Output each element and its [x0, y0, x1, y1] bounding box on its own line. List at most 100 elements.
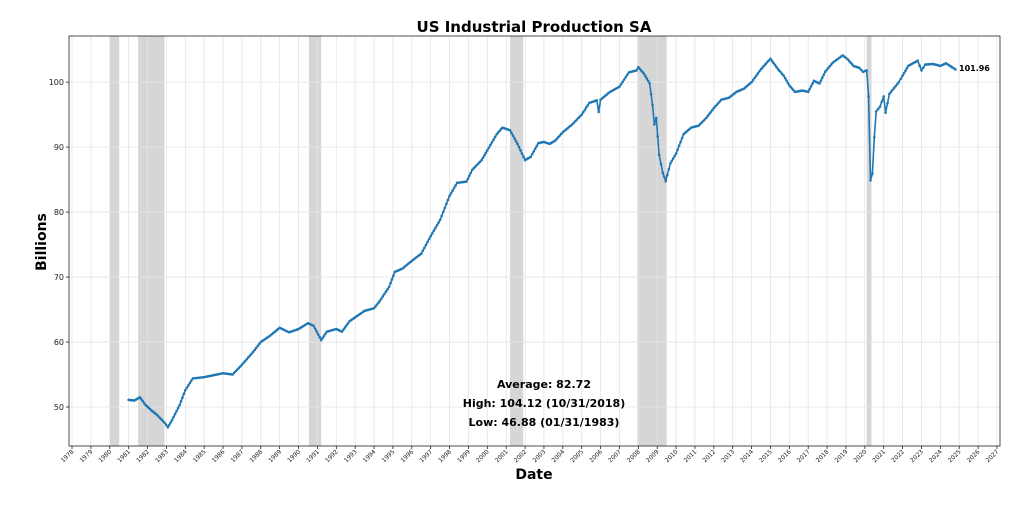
data-point	[448, 194, 451, 198]
data-point	[581, 110, 585, 114]
data-point	[381, 295, 385, 298]
data-point	[642, 72, 646, 75]
data-point	[882, 95, 886, 98]
data-point	[313, 327, 317, 330]
data-point	[874, 110, 878, 113]
data-point	[759, 67, 763, 71]
data-point	[555, 137, 559, 141]
data-point	[717, 101, 720, 105]
data-point	[618, 85, 621, 88]
data-point	[245, 357, 249, 361]
x-tick-label: 2011	[683, 448, 699, 464]
data-point	[530, 152, 534, 156]
data-point	[188, 381, 192, 385]
x-axis-label: Date	[515, 467, 552, 483]
data-point	[235, 368, 239, 371]
data-point	[711, 108, 714, 112]
data-point	[520, 152, 524, 155]
data-point	[167, 423, 171, 427]
low-annotation: Low: 46.88 (01/31/1983)	[469, 416, 620, 429]
average-annotation: Average: 82.72	[497, 378, 591, 391]
last-value-label: 101.96	[959, 64, 990, 73]
data-point	[469, 171, 473, 175]
data-point	[764, 62, 767, 66]
x-tick-label: 1992	[324, 448, 340, 464]
data-point	[649, 92, 653, 96]
data-point	[340, 330, 344, 333]
data-point	[343, 326, 347, 329]
recession-band	[866, 36, 872, 446]
data-point	[517, 145, 521, 149]
data-point	[661, 171, 665, 175]
data-point	[423, 246, 426, 250]
data-point	[511, 134, 515, 137]
data-point	[677, 144, 681, 148]
data-point	[755, 74, 758, 77]
data-point	[676, 148, 679, 152]
x-tick-label: 2014	[739, 448, 755, 464]
data-point	[653, 123, 656, 126]
data-point	[316, 333, 320, 336]
data-point	[424, 243, 428, 247]
data-point	[872, 136, 876, 139]
x-tick-label: 2003	[532, 448, 548, 464]
x-tick-label: 1998	[437, 448, 453, 464]
data-point	[176, 406, 180, 410]
data-point	[706, 114, 710, 118]
data-point	[240, 363, 244, 367]
data-point	[651, 103, 654, 107]
data-point	[318, 335, 321, 339]
data-point	[715, 103, 719, 107]
data-point	[138, 395, 142, 399]
data-point	[553, 139, 557, 142]
data-point	[239, 365, 242, 368]
data-point	[654, 116, 658, 120]
data-point	[619, 82, 623, 86]
x-tick-label: 2020	[853, 448, 869, 464]
data-point	[753, 76, 757, 80]
x-tick-label: 2024	[928, 448, 944, 464]
high-annotation: High: 104.12 (10/31/2018)	[463, 397, 626, 410]
data-point	[237, 366, 241, 370]
data-point	[574, 119, 577, 123]
data-point	[622, 78, 626, 81]
x-tick-label: 2012	[701, 448, 717, 464]
x-tick-label: 1997	[418, 448, 434, 464]
x-tick-label: 1989	[267, 448, 283, 464]
data-point	[865, 69, 869, 72]
data-point	[492, 138, 495, 141]
data-point	[954, 68, 957, 71]
data-point	[321, 336, 324, 340]
chart-title: US Industrial Production SA	[417, 18, 652, 36]
data-point	[826, 66, 830, 70]
data-point	[231, 373, 234, 376]
data-point	[648, 82, 651, 85]
data-point	[378, 299, 382, 303]
data-point	[142, 401, 146, 405]
data-point	[487, 146, 491, 149]
data-point	[580, 113, 583, 116]
data-point	[806, 90, 810, 94]
x-tick-label: 2017	[796, 448, 812, 464]
data-point	[390, 278, 394, 281]
data-point	[179, 400, 183, 403]
x-tick-label: 2004	[550, 448, 566, 464]
data-point	[822, 73, 826, 76]
y-tick-label: 80	[54, 208, 64, 217]
data-point	[644, 74, 647, 78]
data-point	[828, 64, 832, 68]
x-tick-label: 2021	[871, 448, 887, 464]
data-point	[712, 106, 716, 110]
data-point	[170, 418, 174, 422]
data-point	[256, 344, 260, 348]
data-point	[897, 80, 901, 84]
x-tick-label: 1987	[230, 448, 246, 464]
data-point	[876, 107, 880, 111]
data-point	[254, 346, 258, 350]
data-point	[901, 74, 904, 77]
data-point	[315, 330, 318, 333]
x-tick-label: 1985	[192, 448, 208, 464]
x-axis-ticks: 1978 1979 1980 1981 1982 1983 1984 1985 1986 1987…	[60, 446, 1001, 464]
data-point	[645, 77, 649, 80]
